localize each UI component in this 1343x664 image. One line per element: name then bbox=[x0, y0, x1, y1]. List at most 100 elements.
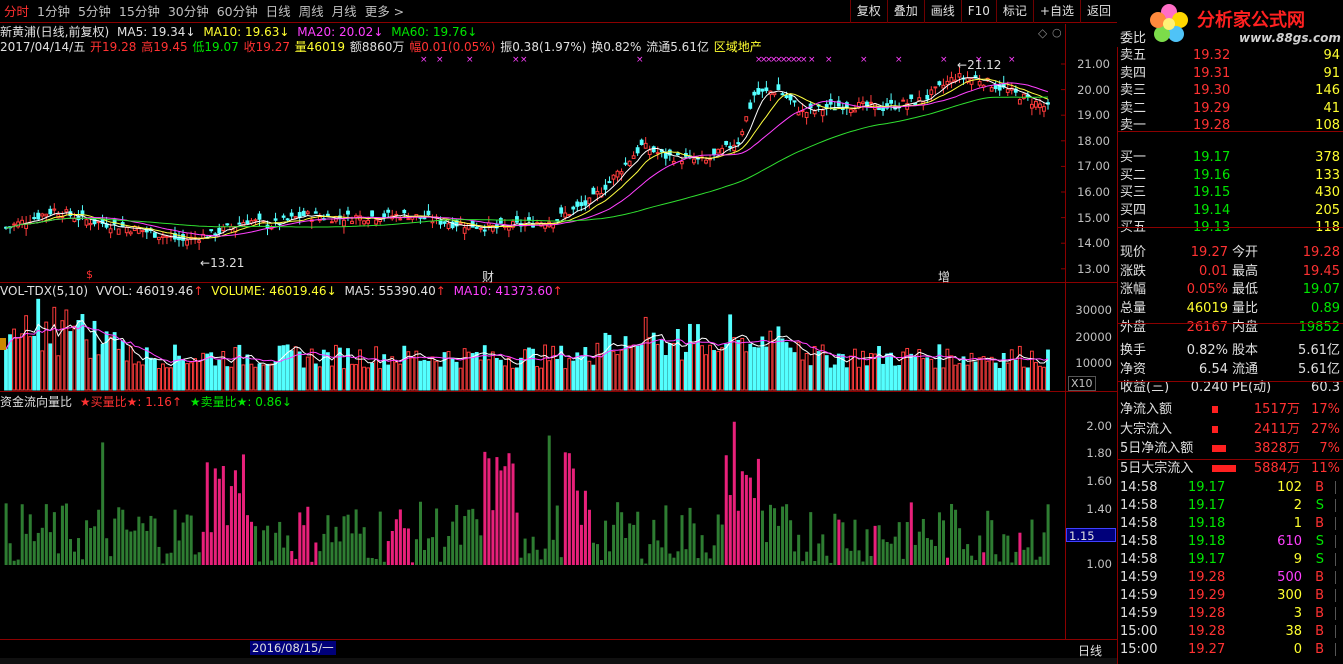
period-tab[interactable]: 更多 > bbox=[364, 4, 405, 19]
volume-bar bbox=[515, 367, 519, 391]
tick-divider bbox=[1335, 553, 1336, 566]
volume-bar bbox=[724, 343, 729, 391]
volume-bar bbox=[587, 360, 592, 391]
volume-bar bbox=[635, 345, 640, 391]
volume-bar bbox=[953, 364, 958, 391]
period-tab[interactable]: 15分钟 bbox=[118, 4, 160, 19]
candle-body bbox=[679, 160, 684, 165]
chart-area[interactable]: 新黄浦(日线,前复权) MA5: 19.34↓ MA10: 19.63↓ MA2… bbox=[0, 24, 1117, 664]
candle-body bbox=[973, 75, 978, 79]
candle-body bbox=[285, 218, 290, 221]
flow-bar bbox=[853, 519, 857, 565]
volume-bar bbox=[317, 366, 322, 391]
volume-bar bbox=[301, 367, 306, 391]
panel-options-icon[interactable]: ◇ bbox=[1038, 26, 1048, 40]
flow-bar bbox=[893, 536, 897, 565]
volume-bar bbox=[708, 344, 712, 391]
candle-body bbox=[917, 97, 922, 102]
candle-body bbox=[724, 140, 729, 145]
toolbar-button[interactable]: 画线 bbox=[923, 0, 961, 23]
flow-bar bbox=[165, 553, 169, 565]
volume-bar bbox=[36, 298, 41, 391]
volume-bar bbox=[189, 362, 193, 391]
toolbar-button[interactable]: F10 bbox=[960, 0, 996, 23]
volume-collapse-icon[interactable] bbox=[0, 338, 6, 350]
flow-bar bbox=[370, 558, 374, 565]
panel-close-icon[interactable]: ○ bbox=[1052, 26, 1062, 39]
flow-bar bbox=[1002, 534, 1006, 565]
bottom-tabs[interactable] bbox=[0, 658, 1117, 664]
flow-bar bbox=[515, 512, 519, 565]
volume-bar bbox=[96, 354, 101, 391]
volume-bar bbox=[808, 365, 813, 391]
flow-bar bbox=[736, 510, 740, 565]
candle-body bbox=[36, 212, 41, 220]
flow-bar bbox=[563, 452, 567, 565]
volume-bar bbox=[309, 348, 314, 391]
flow-bar bbox=[801, 561, 805, 565]
volume-bar bbox=[712, 350, 716, 391]
volume-bar bbox=[498, 359, 503, 391]
toolbar-button[interactable]: 复权 bbox=[849, 0, 887, 23]
period-tab[interactable]: 周线 bbox=[298, 4, 324, 19]
flow-bar bbox=[656, 540, 660, 565]
volume-bar bbox=[233, 347, 238, 391]
flow-bar bbox=[479, 535, 483, 565]
quote-value: 46019 bbox=[1186, 301, 1228, 317]
period-tab[interactable]: 月线 bbox=[331, 4, 357, 19]
period-tab[interactable]: 30分钟 bbox=[167, 4, 209, 19]
period-tab[interactable]: 5分钟 bbox=[77, 4, 111, 19]
volume-bar bbox=[551, 345, 556, 391]
toolbar-button[interactable]: 标记 bbox=[995, 0, 1033, 23]
volume-bar bbox=[744, 351, 749, 391]
volume-bar bbox=[848, 355, 853, 391]
candle-body bbox=[12, 223, 16, 226]
volume-bar bbox=[124, 360, 129, 391]
flow-bar bbox=[929, 539, 933, 565]
candle-body bbox=[313, 211, 318, 214]
price-tick-label: 16.00 bbox=[1077, 185, 1110, 199]
stats-value: 5.61亿 bbox=[1298, 343, 1340, 358]
period-tab[interactable]: 60分钟 bbox=[216, 4, 258, 19]
tick-row: 15:00 19.28 38 B bbox=[1118, 622, 1343, 641]
stats-label: 流通 bbox=[1232, 361, 1259, 377]
stats-row: 换手 0.82% 股本 5.61亿 bbox=[1118, 341, 1343, 360]
flow-bar bbox=[937, 512, 941, 565]
quote-value: 19.28 bbox=[1302, 245, 1340, 260]
toolbar-button[interactable]: 叠加 bbox=[886, 0, 924, 23]
candle-body bbox=[607, 181, 612, 184]
candle-body bbox=[977, 80, 982, 86]
ask-label: 卖四 bbox=[1120, 65, 1147, 81]
period-tab[interactable]: 1分钟 bbox=[37, 4, 70, 19]
candle-body bbox=[293, 216, 298, 219]
flow-bar bbox=[519, 557, 523, 565]
volume-bar bbox=[559, 345, 564, 391]
toolbar-button[interactable]: 返回 bbox=[1079, 0, 1117, 23]
dividend-mark: $ bbox=[86, 268, 93, 281]
period-tab[interactable]: 日线 bbox=[265, 4, 291, 19]
chart-canvas[interactable]: × × × × × × ×××××××××× × × × × × × × bbox=[0, 24, 1117, 640]
candle-body bbox=[88, 222, 93, 226]
volume-bar bbox=[72, 325, 77, 391]
volume-bar bbox=[84, 339, 89, 391]
volume-bar bbox=[177, 355, 181, 391]
volume-bar bbox=[398, 363, 403, 391]
volume-bar bbox=[921, 358, 926, 391]
volume-bar bbox=[185, 363, 189, 391]
volume-bar bbox=[20, 333, 25, 391]
flow-bar bbox=[869, 555, 873, 565]
volume-ma-lines bbox=[5, 320, 1049, 367]
toolbar-button[interactable]: +自选 bbox=[1032, 0, 1080, 23]
flow-bar bbox=[213, 468, 217, 565]
candle-body bbox=[627, 160, 632, 167]
flow-bar bbox=[604, 520, 608, 565]
flow-bar bbox=[688, 507, 692, 565]
stats-row: 收益(三) 0.240 PE(动) 60.3 bbox=[1118, 378, 1343, 397]
candle-body bbox=[165, 235, 169, 238]
flow-bar bbox=[241, 454, 245, 565]
period-tab[interactable]: 分时 bbox=[4, 4, 30, 19]
volume-bar bbox=[16, 337, 20, 391]
flow-bar bbox=[966, 544, 970, 565]
candle-body bbox=[551, 223, 556, 229]
flow-bar bbox=[861, 561, 865, 565]
